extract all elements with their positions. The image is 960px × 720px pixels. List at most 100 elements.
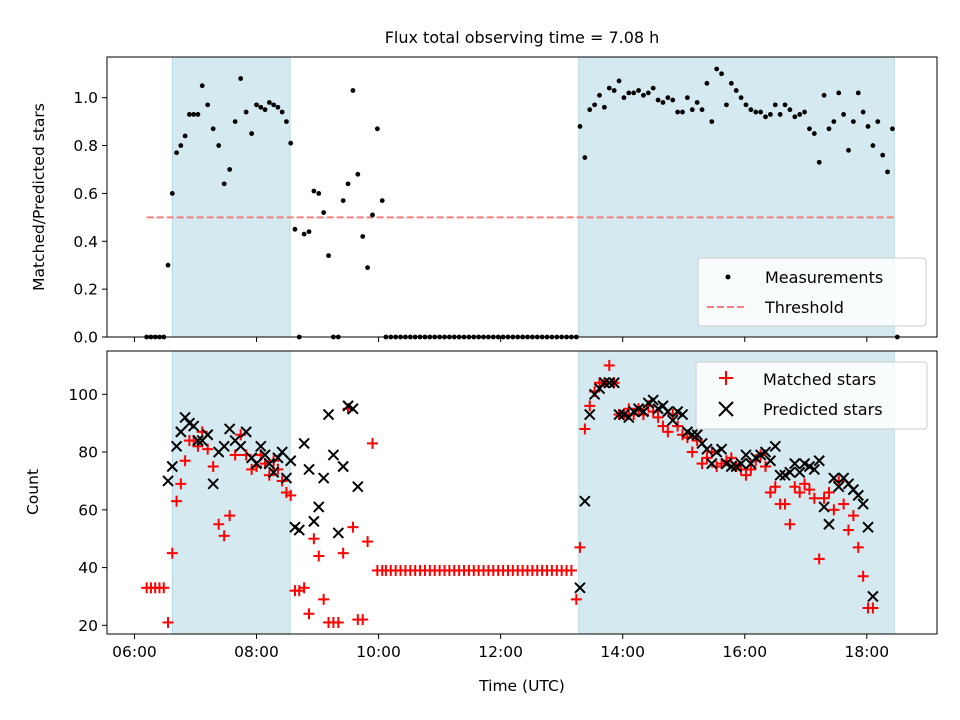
measurement-point — [249, 131, 255, 136]
matched-star-point — [784, 518, 796, 530]
predicted-star-point — [162, 475, 174, 487]
measurement-point — [807, 126, 812, 132]
predicted-star-point — [735, 457, 747, 470]
measurement-point — [284, 119, 289, 125]
measurement-point — [601, 104, 607, 110]
bottom-legend: Matched stars Predicted stars — [695, 361, 928, 430]
measurement-point — [606, 85, 612, 91]
y-tick-label: 100 — [68, 386, 98, 404]
measurement-point — [748, 107, 754, 113]
measurement-point — [254, 102, 259, 108]
measurement-point — [855, 90, 861, 96]
x-tick-label: 06:00 — [112, 643, 157, 661]
measurement-point — [792, 114, 798, 120]
predicted-star-point — [574, 582, 586, 594]
measurement-point — [186, 112, 192, 117]
matched-star-point — [667, 409, 679, 421]
predicted-star-point — [303, 463, 315, 476]
matched-star-point — [313, 550, 325, 562]
predicted-star-point — [818, 501, 830, 513]
measurement-point — [782, 102, 788, 108]
matched-star-point — [789, 481, 801, 493]
predicted-star-point — [250, 457, 263, 470]
predicted-star-point — [852, 489, 864, 502]
predicted-star-point — [867, 590, 879, 603]
matched-star-point — [298, 582, 310, 594]
measurement-point — [216, 143, 222, 148]
measurement-point — [258, 104, 264, 110]
predicted-star-point — [789, 457, 801, 470]
bottom-x-ticks: 06:00 08:00 10:00 12:00 14:00 16:00 18:00 — [112, 634, 889, 661]
measurement-point — [587, 107, 593, 113]
top-y-axis-label: Matched/Predicted stars — [30, 103, 48, 291]
matched-star-point — [740, 469, 752, 481]
y-tick-label: 0.8 — [73, 137, 98, 155]
predicted-star-point — [686, 429, 698, 441]
measurement-point — [238, 76, 244, 81]
measurement-point — [311, 188, 317, 194]
measurement-point — [631, 90, 637, 96]
measurement-point — [704, 80, 710, 86]
measurement-point — [684, 95, 690, 101]
y-tick-label: 80 — [78, 444, 98, 462]
predicted-star-point — [218, 440, 230, 453]
matched-star-point — [357, 614, 369, 626]
predicted-star-point — [857, 498, 869, 510]
measurement-point — [288, 140, 294, 146]
measurement-point — [714, 66, 720, 72]
matched-star-point — [347, 521, 359, 533]
measurement-point — [326, 253, 331, 259]
measurement-point — [169, 191, 175, 196]
measurement-point — [655, 97, 661, 103]
y-tick-label: 60 — [78, 501, 98, 519]
predicted-star-point — [332, 527, 345, 539]
y-tick-label: 20 — [78, 617, 98, 635]
matched-star-point — [662, 426, 674, 438]
measurement-point — [641, 92, 646, 98]
predicted-star-point — [701, 443, 713, 455]
measurement-point — [880, 152, 886, 158]
matched-star-point — [202, 443, 214, 455]
predicted-star-point — [833, 481, 845, 493]
predicted-star-point — [259, 449, 271, 461]
predicted-star-point — [691, 429, 703, 441]
measurement-point — [271, 102, 277, 108]
matched-star-point — [681, 432, 693, 444]
predicted-star-point — [613, 408, 625, 421]
y-tick-label: 0.6 — [73, 185, 98, 203]
matched-star-point — [686, 446, 698, 458]
measurement-point — [802, 109, 807, 115]
measurement-point — [262, 107, 268, 113]
predicted-star-point — [293, 524, 305, 536]
measurement-point — [738, 95, 744, 101]
matched-star-point — [760, 461, 772, 473]
predicted-star-point — [579, 495, 591, 507]
bottom-panel: 20 40 60 80 100 06:00 08:00 10:00 12:00 14:00 16:… — [24, 350, 938, 695]
measurement-point — [616, 78, 622, 84]
measurement-point — [350, 88, 356, 93]
matched-star-point — [833, 475, 845, 487]
measurement-point — [890, 126, 895, 132]
y-tick-label: 1.0 — [73, 89, 98, 107]
predicted-star-point — [662, 405, 674, 418]
matched-star-point — [332, 616, 344, 628]
measurement-point — [316, 191, 322, 196]
measurement-point — [243, 109, 249, 115]
predicted-star-point — [280, 472, 293, 484]
measurement-point — [875, 119, 881, 125]
predicted-star-point — [598, 377, 611, 389]
matched-star-point — [799, 478, 811, 490]
matched-star-point — [838, 498, 850, 510]
legend-marker-predicted — [718, 401, 734, 417]
measurement-point — [232, 119, 238, 125]
measurement-point — [675, 109, 681, 115]
predicted-star-point — [187, 420, 200, 432]
matched-star-point — [623, 403, 635, 415]
matched-star-point — [584, 400, 596, 412]
predicted-star-point — [175, 426, 187, 438]
measurement-point — [266, 100, 272, 105]
matched-star-point — [337, 547, 349, 559]
measurement-point — [787, 107, 793, 113]
measurement-point — [365, 265, 370, 270]
